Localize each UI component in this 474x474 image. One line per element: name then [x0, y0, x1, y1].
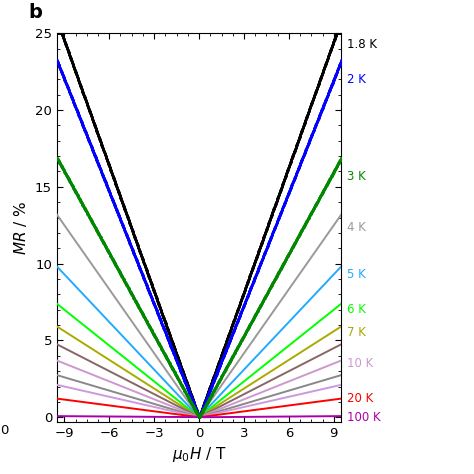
Text: 1.8 K: 1.8 K — [347, 38, 377, 51]
Y-axis label: $MR$ / %: $MR$ / % — [12, 201, 29, 255]
Text: b: b — [28, 2, 42, 21]
X-axis label: $\mu_0H$ / T: $\mu_0H$ / T — [172, 445, 227, 464]
Text: 20 K: 20 K — [347, 392, 373, 405]
Text: 0: 0 — [0, 424, 9, 437]
Text: 7 K: 7 K — [347, 326, 366, 339]
Text: 100 K: 100 K — [347, 411, 381, 425]
Text: 4 K: 4 K — [347, 221, 366, 234]
Text: 10 K: 10 K — [347, 357, 373, 370]
Text: 2 K: 2 K — [347, 73, 366, 86]
Text: 3 K: 3 K — [347, 171, 365, 183]
Text: 5 K: 5 K — [347, 268, 365, 281]
Text: 6 K: 6 K — [347, 302, 366, 316]
